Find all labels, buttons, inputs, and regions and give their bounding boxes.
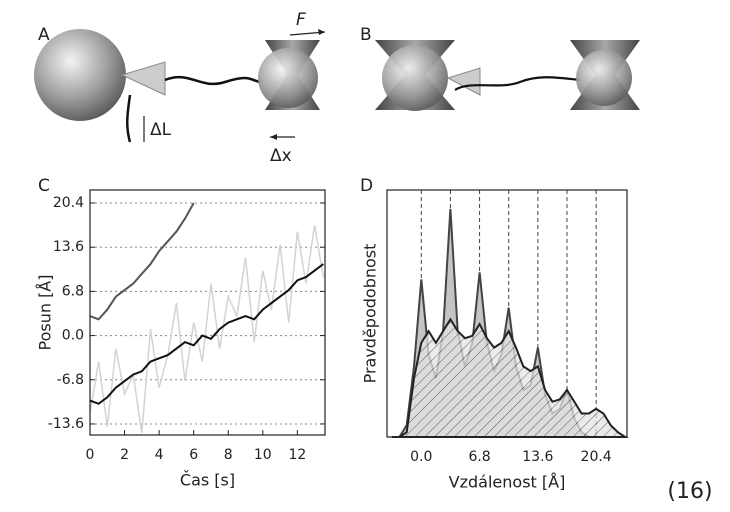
y-tick-label: 13.6 bbox=[53, 239, 84, 255]
plot-frame bbox=[386, 189, 628, 438]
data-line bbox=[89, 224, 325, 434]
x-tick-label: 12 bbox=[288, 447, 306, 463]
annotation: Δx bbox=[270, 146, 292, 166]
y-tick-label: -13.6 bbox=[48, 416, 84, 432]
x-tick-label: 0 bbox=[86, 447, 95, 463]
y-tick-label: -6.8 bbox=[57, 372, 84, 388]
x-tick-label: 10 bbox=[254, 447, 272, 463]
data-area bbox=[392, 317, 629, 438]
x-tick-label: 2 bbox=[120, 447, 129, 463]
y-tick-label: 20.4 bbox=[53, 195, 84, 211]
plot-frame bbox=[89, 189, 326, 436]
annotation: ΔL bbox=[150, 120, 172, 140]
illustration-b bbox=[375, 40, 640, 111]
x-tick-label: 8 bbox=[224, 447, 233, 463]
x-axis-label: Čas [s] bbox=[180, 471, 235, 490]
annotation: F bbox=[296, 10, 306, 30]
panel-label: B bbox=[360, 25, 372, 45]
y-tick-label: 6.8 bbox=[62, 283, 84, 299]
x-axis-label: Vzdálenost [Å] bbox=[449, 473, 566, 492]
data-line bbox=[89, 202, 195, 321]
x-tick-label: 4 bbox=[155, 447, 164, 463]
x-tick-label: 6.8 bbox=[468, 449, 490, 465]
x-tick-label: 0.0 bbox=[410, 449, 432, 465]
y-axis-label: Posun [Å] bbox=[36, 275, 55, 351]
x-tick-label: 13.6 bbox=[522, 449, 553, 465]
panel-label: D bbox=[360, 176, 373, 196]
panel-label: A bbox=[38, 25, 50, 45]
equation-number: (16) bbox=[667, 479, 712, 504]
data-line bbox=[89, 263, 324, 405]
x-tick-label: 20.4 bbox=[581, 449, 612, 465]
illustration-a bbox=[34, 29, 326, 143]
x-tick-label: 6 bbox=[189, 447, 198, 463]
y-axis-label: Pravděpodobnost bbox=[361, 244, 380, 384]
panel-label: C bbox=[38, 176, 50, 196]
y-tick-label: 0.0 bbox=[62, 328, 84, 344]
